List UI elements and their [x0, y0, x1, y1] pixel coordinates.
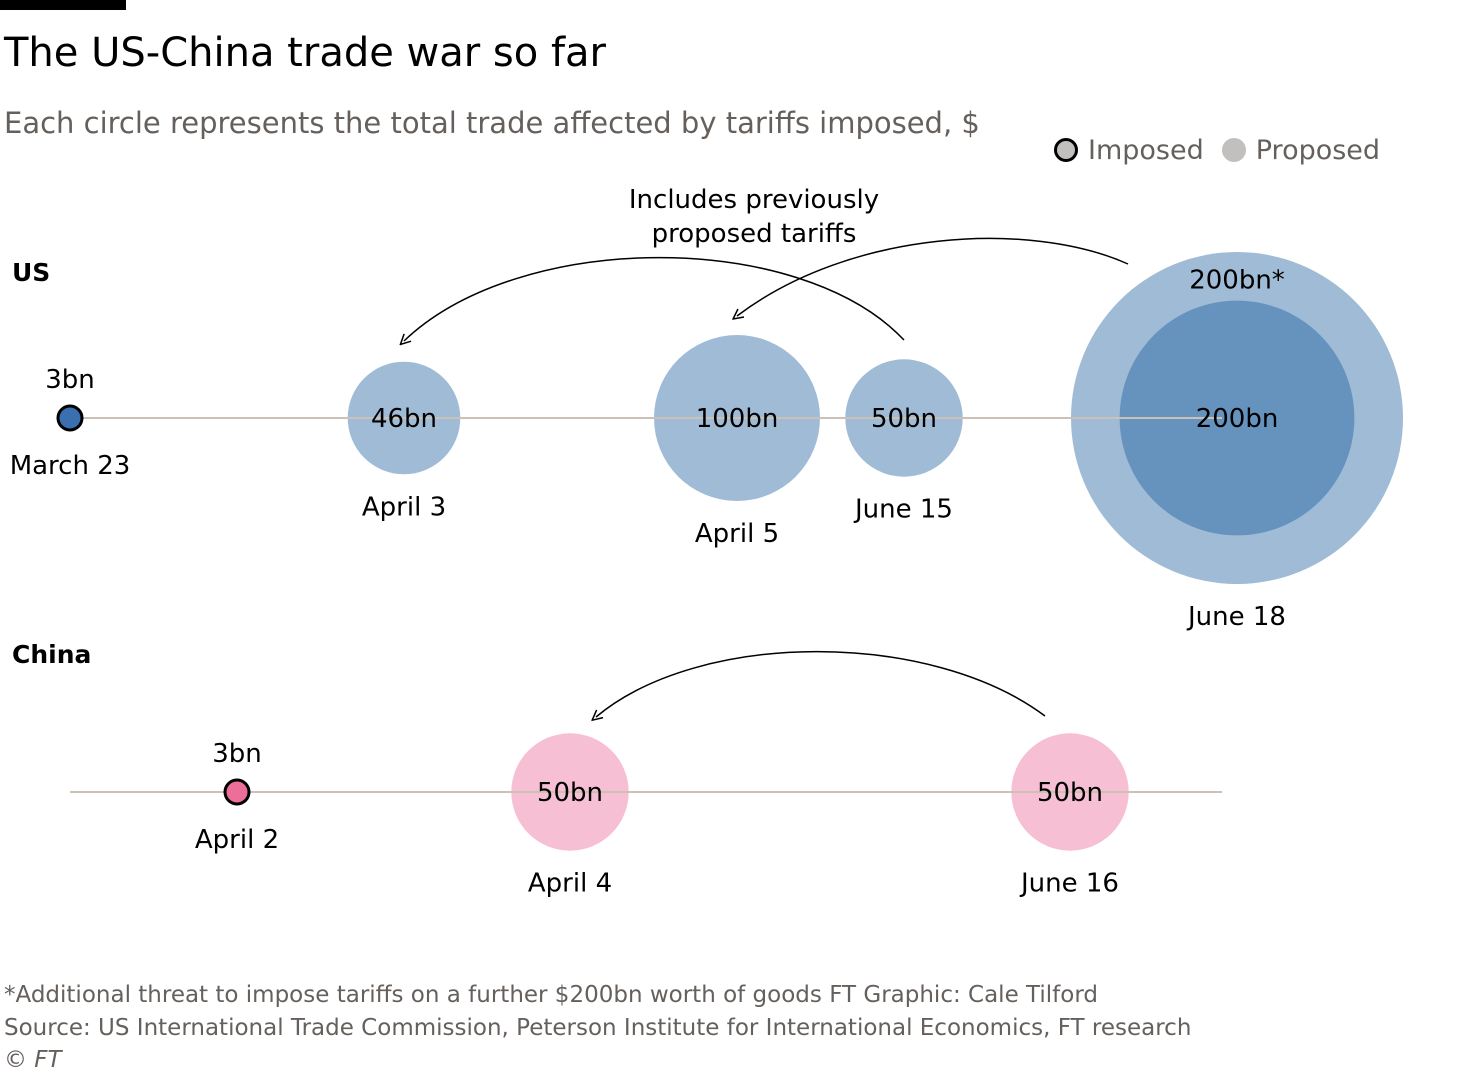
- row-label-china: China: [12, 640, 92, 669]
- date-label-us-april-3: April 3: [362, 492, 446, 522]
- date-label-us-june-18: June 18: [1186, 602, 1286, 632]
- chart-subtitle: Each circle represents the total trade a…: [4, 106, 980, 140]
- bubble-label-us-june-18: 200bn: [1196, 404, 1279, 434]
- bubble-label-us-march-23: 3bn: [45, 365, 95, 395]
- bubble-label-china-april-4: 50bn: [537, 778, 603, 808]
- date-label-china-june-16: June 16: [1019, 869, 1119, 899]
- date-label-china-april-2: April 2: [195, 825, 279, 855]
- date-label-us-march-23: March 23: [10, 451, 131, 481]
- arrow-us-june-18-to-april-5: [737, 237, 1129, 316]
- legend-imposed-label: Imposed: [1088, 134, 1204, 166]
- bubble-label-us-june-15: 50bn: [871, 404, 937, 434]
- legend: Imposed Proposed: [1054, 132, 1398, 168]
- bubble-label-us-april-3: 46bn: [371, 404, 437, 434]
- footnote-additional: *Additional threat to impose tariffs on …: [4, 982, 1098, 1008]
- bubble-china-april-2: [223, 778, 251, 806]
- row-label-us: US: [12, 258, 51, 287]
- arrow-china-june-16-to-april-4: [596, 650, 1046, 717]
- bubble-label-china-june-16: 50bn: [1037, 778, 1103, 808]
- bubble-label-china-april-2: 3bn: [212, 739, 262, 769]
- bubble-label-us-april-5: 100bn: [696, 404, 779, 434]
- annotation-line-1: Includes previously: [628, 185, 880, 215]
- arrow-annotation: Includes previously proposed tariffs: [604, 183, 904, 251]
- annotation-line-2: proposed tariffs: [651, 219, 857, 249]
- date-label-china-april-4: April 4: [528, 869, 612, 899]
- legend-proposed-swatch: [1221, 138, 1246, 162]
- arrow-us-june-15-to-april-3: [404, 256, 905, 341]
- bubble-us-june-18: [1119, 300, 1355, 536]
- date-label-us-june-15: June 15: [853, 495, 953, 525]
- bubble-us-march-23: [56, 404, 84, 432]
- top-accent-bar: [0, 0, 126, 10]
- chart-title: The US-China trade war so far: [4, 30, 606, 76]
- footnote-copyright: © FT: [4, 1047, 62, 1073]
- legend-imposed-swatch: [1054, 138, 1078, 162]
- bubble-label-us-june-18-threatened: 200bn*: [1189, 266, 1285, 296]
- legend-proposed-label: Proposed: [1255, 134, 1381, 166]
- date-label-us-april-5: April 5: [695, 519, 779, 549]
- footnote-source: Source: US International Trade Commissio…: [4, 1015, 1192, 1041]
